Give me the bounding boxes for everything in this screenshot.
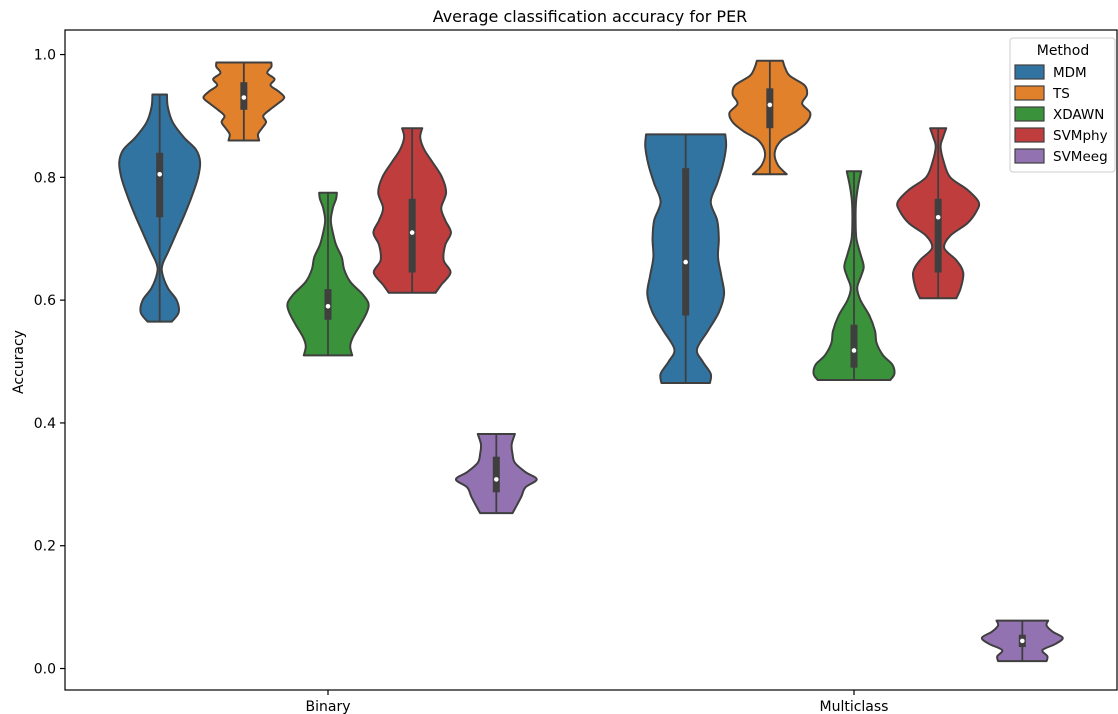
legend-label: SVMphy: [1053, 128, 1108, 144]
legend-item-mdm: MDM: [1014, 64, 1087, 81]
legend-swatch: [1014, 127, 1045, 143]
legend-title: Method: [1037, 43, 1090, 59]
violin-iqr-box: [850, 324, 858, 368]
violin-iqr-box: [934, 198, 942, 273]
violin-iqr-box: [766, 88, 774, 129]
legend-swatch: [1014, 148, 1045, 164]
violin-iqr-box: [492, 456, 500, 493]
legend-swatch: [1014, 64, 1045, 80]
legend-label: SVMeeg: [1053, 149, 1108, 165]
violin-svmphy-multiclass: [896, 127, 981, 300]
y-axis-label: Accuracy: [11, 330, 27, 394]
legend-item-ts: TS: [1014, 85, 1070, 102]
y-tick-label: 0.4: [34, 416, 56, 432]
violin-svmphy-binary: [372, 127, 452, 294]
violins-layer: [118, 59, 1064, 663]
violin-median-point: [851, 348, 857, 353]
plot-frame: [64, 29, 1118, 691]
violin-median-point: [494, 477, 499, 482]
violin-mdm-multiclass: [644, 133, 728, 385]
legend-label: MDM: [1053, 65, 1087, 81]
axes-layer: 0.0 0.2 0.4 0.6 0.8 1.0 Binary Multiclass: [34, 29, 1118, 714]
x-tick-label: Multiclass: [820, 699, 889, 714]
violin-ts-binary: [202, 61, 286, 142]
violin-median-point: [683, 259, 688, 265]
violin-svmeeg-multiclass: [980, 619, 1064, 663]
violin-iqr-box: [156, 152, 164, 218]
violin-median-point: [241, 95, 247, 100]
y-tick-label: 0.6: [34, 293, 56, 309]
x-tick-label: Binary: [306, 699, 351, 714]
legend-item-xdawn: XDAWN: [1014, 106, 1104, 123]
y-tick-label: 0.8: [34, 170, 56, 186]
legend-label: XDAWN: [1053, 107, 1104, 123]
violin-mdm-binary: [118, 93, 202, 323]
violin-iqr-box: [408, 198, 416, 273]
violin-median-point: [1020, 638, 1025, 644]
chart-title: Average classification accuracy for PER: [433, 7, 748, 26]
legend-swatch: [1014, 106, 1045, 122]
violin-median-point: [767, 102, 773, 108]
violin-xdawn-multiclass: [812, 170, 896, 381]
violin-svmeeg-binary: [454, 432, 538, 515]
violin-xdawn-binary: [286, 191, 370, 357]
legend-label: TS: [1052, 86, 1070, 102]
legend-swatch: [1014, 85, 1045, 101]
legend-item-svmeeg: SVMeeg: [1014, 148, 1108, 165]
violin-median-point: [325, 303, 331, 309]
violin-iqr-box: [682, 168, 690, 316]
y-tick-label: 0.0: [34, 662, 56, 678]
y-tick-label: 0.2: [34, 539, 56, 555]
violin-ts-multiclass: [728, 59, 812, 176]
violin-median-point: [157, 171, 162, 177]
violin-median-point: [409, 230, 415, 235]
legend: Method MDM TS XDAWN SVMphy SVMeeg: [1009, 37, 1116, 173]
y-tick-label: 1.0: [34, 48, 56, 64]
violin-median-point: [935, 214, 941, 220]
legend-item-svmphy: SVMphy: [1014, 127, 1108, 144]
